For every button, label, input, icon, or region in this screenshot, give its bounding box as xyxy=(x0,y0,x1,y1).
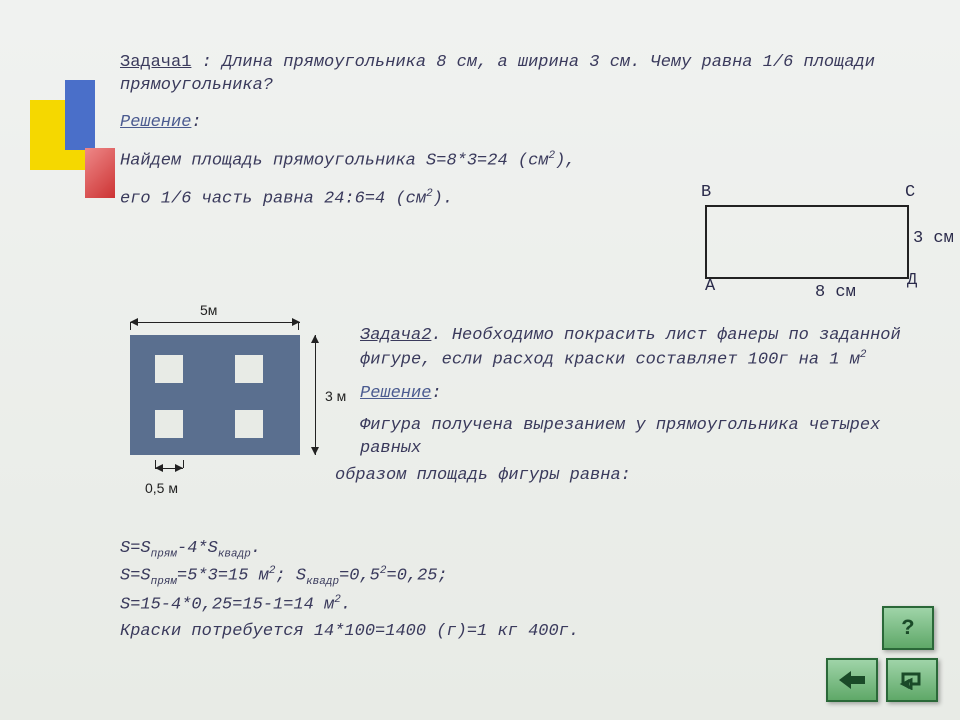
task2-block: Задача2. Необходимо покрасить лист фанер… xyxy=(360,325,940,488)
help-button[interactable]: ? xyxy=(882,606,934,650)
task2-title: Задача2 xyxy=(360,326,431,345)
task1-statement: : Длина прямоугольника 8 см, а ширина 3 … xyxy=(120,53,875,95)
plywood-figure: 5м 3 м 0,5 м xyxy=(100,300,350,510)
return-icon xyxy=(899,670,925,690)
arrow-left-icon xyxy=(839,671,865,689)
solution-label-2: Решение xyxy=(360,384,431,403)
prev-button[interactable] xyxy=(826,658,878,702)
plywood-shape xyxy=(130,335,300,455)
nav-buttons: ? xyxy=(826,606,938,702)
task1-title: Задача1 xyxy=(120,53,191,72)
solution-label: Решение xyxy=(120,113,191,132)
rectangle-diagram: В С А Д 8 см 3 см xyxy=(695,195,935,305)
task2-body2: образом площадь фигуры равна: xyxy=(335,465,940,488)
task1-block: Задача1 : Длина прямоугольника 8 см, а ш… xyxy=(120,52,920,212)
question-icon: ? xyxy=(901,616,914,641)
calculation-block: S=Sпрям-4*Sквадр. S=Sпрям=5*3=15 м2; Sкв… xyxy=(120,536,920,645)
task2-body1: Фигура получена вырезанием у прямоугольн… xyxy=(360,415,940,461)
task1-line1: Найдем площадь прямоугольника S=8*3=24 (… xyxy=(120,149,920,174)
home-button[interactable] xyxy=(886,658,938,702)
